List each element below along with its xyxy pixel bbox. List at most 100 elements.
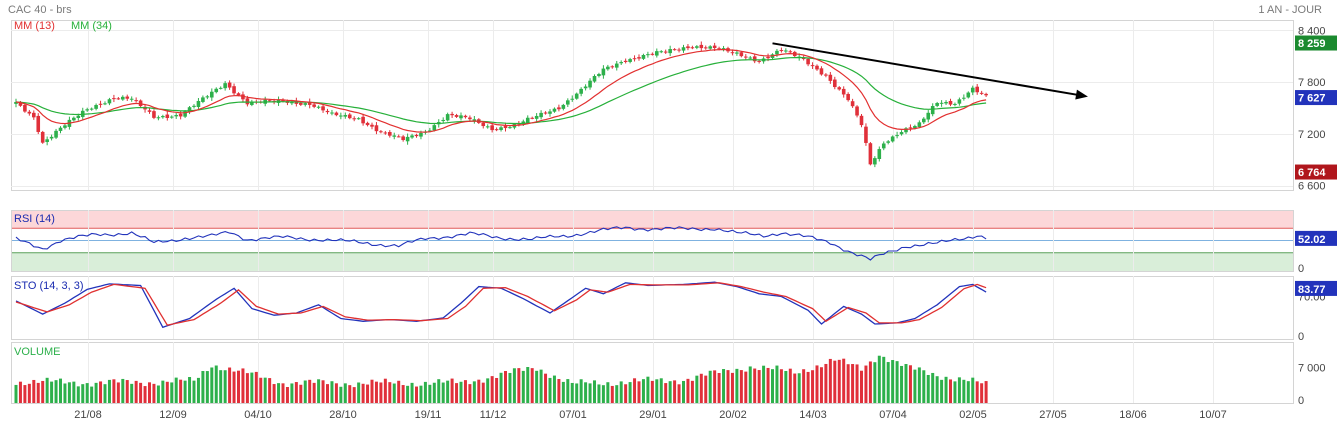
candle-body [837,87,842,90]
volume-bar [641,379,645,403]
volume-bar [205,371,209,403]
volume-bar [428,384,432,403]
candle-body [824,74,828,76]
volume-bar [290,383,294,403]
volume-bar [860,370,863,403]
candle-body [388,132,392,136]
volume-tick-label: 7 000 [1298,362,1326,374]
candle-body [361,116,365,124]
candle-body [859,115,864,126]
x-axis-label: 07/01 [559,409,587,421]
volume-bar [530,368,534,403]
candle-body [147,110,152,112]
volume-bar [125,380,129,403]
candle-body [232,86,236,94]
volume-bar [419,385,423,403]
volume-bar [423,381,427,403]
candle-body [873,158,877,165]
volume-bar [228,367,232,403]
volume-bar [277,383,281,403]
candle-body [98,103,103,105]
volume-bar [130,383,134,403]
candle-body [428,130,432,132]
volume-bar [771,369,774,403]
candle-body [245,98,250,105]
price-badge-label: 8 259 [1298,38,1326,50]
candle-body [566,100,570,105]
volume-bar [570,382,574,403]
candle-body [735,52,739,54]
candles [14,41,988,168]
candle-body [459,115,463,119]
volume-bar [690,380,694,403]
candle-body [583,86,588,89]
volume-bar [917,367,921,403]
volume-bar [299,384,303,403]
candle-body [27,111,32,114]
candle-body [14,101,18,104]
candle-body [579,88,583,94]
candle-body [539,112,543,118]
volume-bar [36,382,40,403]
candle-body [152,111,156,118]
volume-bar [156,385,160,403]
candle-body [472,119,477,121]
volume-bar [294,382,298,403]
candle-body [178,113,183,117]
volume-bar [174,377,178,403]
candle-body [334,112,339,116]
volume-bar [975,381,979,403]
sto-tick-label: 0 [1298,331,1304,343]
volume-bar [615,385,619,403]
x-axis-labels: 21/08 12/09 04/10 28/10 19/11 11/12 07/01 29/01… [74,409,1227,421]
candle-body [23,104,27,112]
volume-bar [668,381,672,403]
period-label[interactable]: 1 AN - JOUR [1258,4,1322,16]
volume-bar [468,384,472,403]
candle-body [833,79,837,88]
candle-body [432,125,437,131]
volume-bar [366,384,370,403]
price-badge-label: 7 627 [1298,93,1326,105]
candle-body [370,124,374,127]
volume-bar [152,383,156,403]
volume-bar [677,384,681,403]
x-axis-label: 02/05 [959,409,987,421]
volume-bar [913,369,917,403]
volume-bar [214,365,218,403]
candle-body [525,117,530,123]
volume-bar [735,368,739,403]
candle-body [619,62,623,64]
candle-body [819,68,824,75]
volume-bar [285,387,289,403]
candle-body [468,117,472,120]
price-badge-label: 6 764 [1298,167,1326,179]
candle-body [908,127,913,129]
volume-bar [895,361,899,403]
x-axis-label: 07/04 [879,409,907,421]
candle-body [712,45,717,49]
candle-body [299,102,303,105]
candle-body [601,68,606,76]
volume-bar [708,370,712,403]
volume-bar [601,385,605,403]
rsi-line [15,226,987,261]
volume-bar [726,370,730,403]
volume-frame [11,342,1294,404]
volume-bar [957,377,961,403]
volume-bar [539,369,543,403]
candle-body [156,117,161,119]
candle-body [374,125,379,132]
volume-bar [223,370,227,403]
volume-bar [637,381,641,403]
candle-body [356,118,361,120]
volume-bar [984,381,988,403]
volume-bar [664,383,668,403]
mm13-line [15,48,987,133]
volume-bar [922,370,926,403]
candle-body [401,136,405,141]
candle-body [303,103,308,105]
mm34-line [15,56,987,125]
volume-bar [99,381,103,403]
candle-body [681,47,686,51]
